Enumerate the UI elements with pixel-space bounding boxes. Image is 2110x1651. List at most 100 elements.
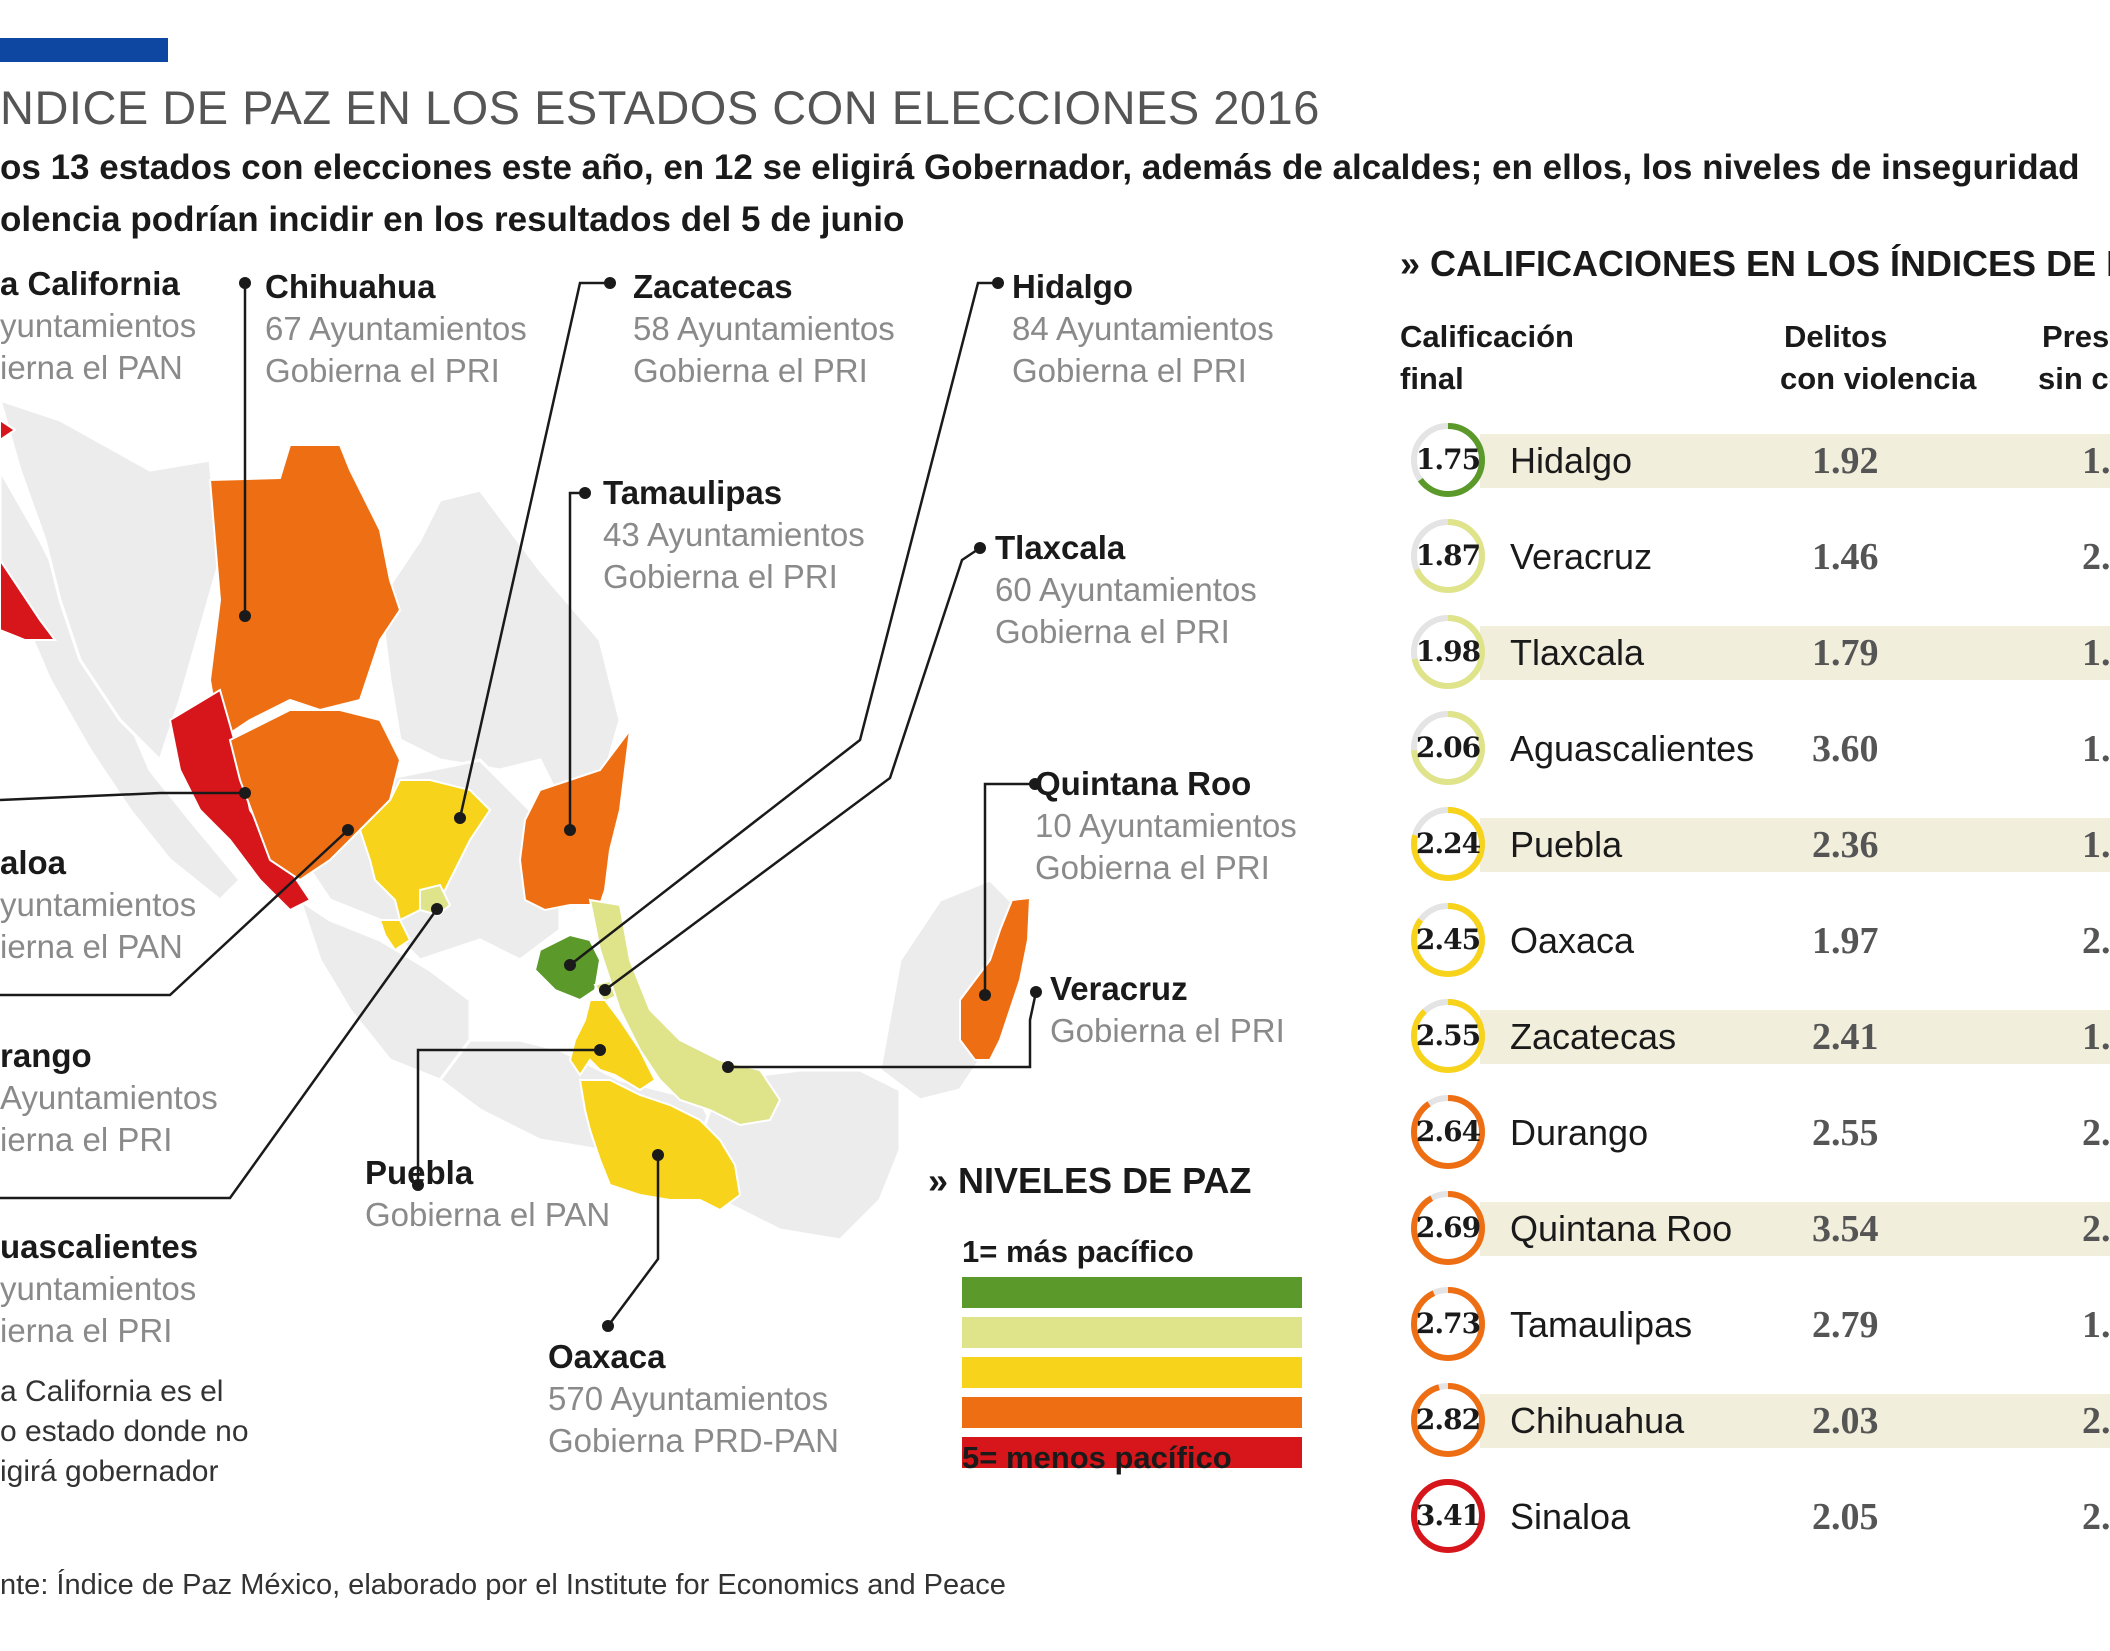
label-line2: ierna el PRI <box>0 1312 173 1349</box>
row-stripe <box>1480 1010 2110 1064</box>
label-zacatecas: Zacatecas 58 Ayuntamientos Gobierna el P… <box>633 266 895 392</box>
delitos-value: 1.79 <box>1812 632 1879 674</box>
dot-zacatecas-label <box>604 277 616 289</box>
table-row: 2.69 Quintana Roo 3.54 2. <box>1400 1180 2110 1276</box>
label-line1: 60 Ayuntamientos <box>995 571 1257 608</box>
label-line2: Gobierna el PRI <box>265 352 500 389</box>
label-name: rango <box>0 1037 92 1074</box>
label-name: Veracruz <box>1050 970 1188 1007</box>
leader-oaxaca <box>606 1155 660 1327</box>
dot-tamaulipas-label <box>579 487 591 499</box>
label-chihuahua: Chihuahua 67 Ayuntamientos Gobierna el P… <box>265 266 527 392</box>
label-aguascalientes: uascalientes yuntamientos ierna el PRI <box>0 1226 198 1352</box>
third-column-value: 2. <box>2082 1400 2110 1442</box>
label-line1: 570 Ayuntamientos <box>548 1380 829 1417</box>
score-ring-arc <box>1411 1479 1485 1553</box>
third-column-value: 2. <box>2082 1208 2110 1250</box>
header-line: final <box>1400 361 1464 396</box>
leader-puebla <box>416 1048 600 1185</box>
dot-hidalgo-label <box>992 277 1004 289</box>
dot-sinaloa-map <box>239 787 251 799</box>
dot-puebla-map <box>594 1044 606 1056</box>
sonora-shape <box>0 398 222 763</box>
page-title: NDICE DE PAZ EN LOS ESTADOS CON ELECCION… <box>0 81 1320 134</box>
dot-veracruz-label <box>1030 986 1042 998</box>
dot-zacatecas-map <box>454 812 466 824</box>
label-durango: rango Ayuntamientos ierna el PRI <box>0 1035 218 1161</box>
state-name: Durango <box>1510 1112 1649 1153</box>
label-hidalgo: Hidalgo 84 Ayuntamientos Gobierna el PRI <box>1012 266 1274 392</box>
score-value: 2.82 <box>1415 1403 1481 1436</box>
label-line2: ierna el PAN <box>0 928 183 965</box>
label-line2: Gobierna el PRI <box>1012 352 1247 389</box>
leader-dots <box>239 277 1042 1332</box>
label-tamaulipas: Tamaulipas 43 Ayuntamientos Gobierna el … <box>603 472 865 598</box>
score-ring-arc <box>1411 1383 1485 1457</box>
label-name: Hidalgo <box>1012 268 1133 305</box>
label-sinaloa: aloa yuntamientos ierna el PAN <box>0 842 196 968</box>
delitos-value: 1.97 <box>1812 920 1879 962</box>
dot-puebla-label <box>412 1179 424 1191</box>
dot-oaxaca-map <box>652 1149 664 1161</box>
label-line2: Gobierna el PRI <box>633 352 868 389</box>
state-name: Chihuahua <box>1510 1400 1685 1441</box>
source-note: nte: Índice de Paz México, elaborado por… <box>0 1569 1006 1601</box>
chihuahua-state <box>208 444 402 742</box>
score-ring <box>1411 711 1485 785</box>
third-column-value: 1.1 <box>2082 728 2110 770</box>
label-line1: yuntamientos <box>0 886 197 923</box>
legend-swatch-2 <box>962 1317 1302 1348</box>
legend-top-label: 1= más pacífico <box>962 1234 1194 1269</box>
label-line1: 67 Ayuntamientos <box>265 310 527 347</box>
state-name: Aguascalientes <box>1510 728 1755 769</box>
leader-durango <box>0 829 349 997</box>
score-value: 1.87 <box>1415 539 1481 572</box>
dot-hidalgo-map <box>564 959 576 971</box>
score-ring-arc <box>1411 903 1485 977</box>
table-row: 2.24 Puebla 2.36 1.8 <box>1400 796 2110 892</box>
table-row: 2.55 Zacatecas 2.41 1.1 <box>1400 988 2110 1084</box>
table-row: 1.75 Hidalgo 1.92 1.7 <box>1400 412 2110 508</box>
score-value: 2.64 <box>1415 1115 1481 1148</box>
score-value: 2.45 <box>1415 923 1481 956</box>
delitos-value: 3.60 <box>1812 728 1879 770</box>
third-column-value: 1.8 <box>2082 824 2110 866</box>
legend-swatch-4 <box>962 1397 1302 1428</box>
legend-swatch-5 <box>962 1437 1302 1468</box>
score-ring <box>1411 1479 1485 1553</box>
table-row: 2.73 Tamaulipas 2.79 1.4 <box>1400 1276 2110 1372</box>
legend-bottom-label: 5= menos pacífico <box>962 1440 1232 1475</box>
score-ring-arc <box>1411 1287 1485 1361</box>
delitos-value: 2.41 <box>1812 1016 1879 1058</box>
score-ring-arc <box>1411 1095 1485 1169</box>
leader-quintana-roo <box>983 782 1035 995</box>
third-column-value: 2. <box>2082 536 2110 578</box>
header-line: sin co <box>2038 361 2110 396</box>
score-ring <box>1411 999 1485 1073</box>
label-name: a California <box>0 265 180 302</box>
leader-lines <box>0 281 1038 1327</box>
header-line: Delitos <box>1784 319 1888 354</box>
score-ring-arc <box>1411 807 1485 881</box>
label-line1: Gobierna el PAN <box>365 1196 611 1233</box>
score-value: 2.69 <box>1415 1211 1481 1244</box>
label-line2: Gobierna PRD-PAN <box>548 1422 839 1459</box>
note-line: igirá gobernador <box>0 1455 219 1488</box>
leader-veracruz <box>728 991 1038 1069</box>
table-row: 2.45 Oaxaca 1.97 2. <box>1400 892 2110 988</box>
delitos-value: 1.92 <box>1812 440 1879 482</box>
score-ring <box>1411 615 1485 689</box>
row-stripe <box>1480 434 2110 488</box>
label-name: Quintana Roo <box>1035 765 1252 802</box>
score-value: 2.06 <box>1415 731 1481 764</box>
state-name: Sinaloa <box>1510 1496 1631 1537</box>
label-name: Chihuahua <box>265 268 436 305</box>
state-name: Hidalgo <box>1510 440 1633 481</box>
label-name: Zacatecas <box>633 268 793 305</box>
score-value: 3.41 <box>1415 1499 1481 1532</box>
dot-aguascalientes-map <box>431 903 443 915</box>
table-row: 1.87 Veracruz 1.46 2. <box>1400 508 2110 604</box>
label-puebla: Puebla Gobierna el PAN <box>365 1152 610 1236</box>
row-stripe <box>1480 1202 2110 1256</box>
label-line2: Gobierna el PRI <box>603 558 838 595</box>
